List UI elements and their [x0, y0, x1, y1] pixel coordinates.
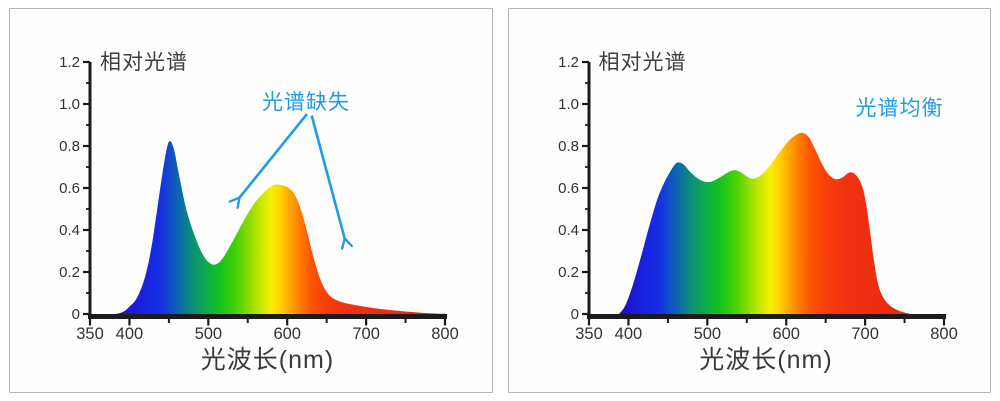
- y-axis-tick-label: 0.6: [59, 180, 80, 197]
- x-axis-title: 光波长(nm): [699, 346, 833, 374]
- y-axis-tick-label: 0.2: [59, 264, 80, 281]
- chart-title: 相对光谱: [100, 51, 188, 74]
- spectrum-chart-balanced: 350 400 500 600 700 800 0 0.2 0.4 0.6 0.8 1.0 1.2: [558, 54, 958, 343]
- y-axis-tick-label: 0.4: [558, 222, 579, 239]
- annotation-spectrum-balanced-label: 光谱均衡: [855, 97, 944, 120]
- x-axis-tick-label: 400: [116, 325, 144, 343]
- x-axis-tick-label: 500: [693, 325, 721, 343]
- y-axis-tick-label: 0.8: [558, 138, 579, 155]
- y-axis-tick-label: 0.8: [59, 138, 80, 155]
- y-axis-tick-label: 0.4: [59, 222, 80, 239]
- spectrum-chart-missing: 350 400 500 600 700 800 0 0.2 0.4 0.6 0.8 1.0 1.2: [59, 54, 459, 343]
- y-axis-tick-label: 0.2: [558, 264, 579, 281]
- annotation-arrow: [239, 113, 308, 198]
- panel-spectrum-balanced: 相对光谱 光谱均衡 350 400 500 600 700 800 0 0.2 0.4 0.6 0.…: [507, 8, 991, 393]
- x-axis-tick-label: 600: [273, 325, 301, 343]
- x-axis-tick-label: 800: [431, 325, 459, 343]
- x-axis-tick-label: 700: [352, 325, 380, 343]
- x-axis-tick-label: 800: [930, 325, 958, 343]
- chart-title: 相对光谱: [598, 51, 687, 74]
- x-axis-title: 光波长(nm): [200, 346, 335, 374]
- x-axis-tick-label: 400: [614, 325, 642, 343]
- annotation-spectrum-missing-label: 光谱缺失: [262, 91, 350, 114]
- spectrum-curve: [618, 132, 910, 314]
- x-axis-tick-label: 350: [76, 325, 104, 343]
- y-axis-tick-label: 0: [570, 306, 578, 323]
- panel-spectrum-missing: 相对光谱 光谱缺失 350 400 500 600 700 800 0 0.2 0.4 0.6 0.…: [9, 8, 493, 393]
- x-axis-tick-label: 700: [851, 325, 879, 343]
- annotation-arrow: [310, 115, 345, 239]
- x-axis-tick-label: 600: [772, 325, 800, 343]
- y-axis-tick-label: 1.0: [59, 96, 80, 113]
- spectrum-curve: [116, 140, 446, 314]
- y-axis-tick-label: 1.2: [558, 54, 579, 71]
- x-axis-tick-label: 500: [195, 325, 223, 343]
- x-axis-tick-label: 350: [575, 325, 603, 343]
- y-axis-tick-label: 1.2: [59, 54, 80, 71]
- y-axis-tick-label: 1.0: [558, 96, 579, 113]
- y-axis-tick-label: 0: [72, 306, 80, 323]
- y-axis-tick-label: 0.6: [558, 180, 579, 197]
